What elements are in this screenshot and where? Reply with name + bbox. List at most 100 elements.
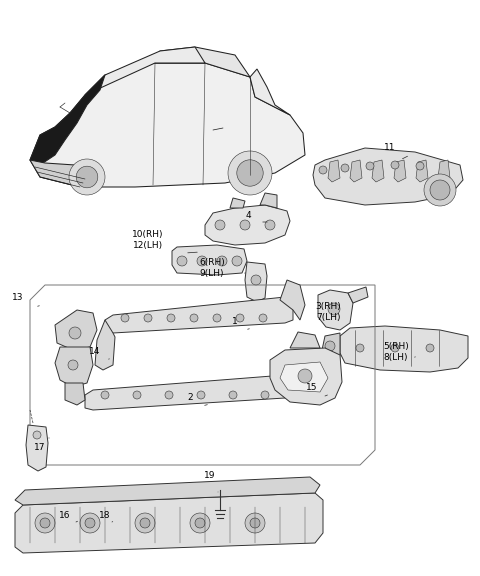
Polygon shape: [65, 383, 85, 405]
Polygon shape: [205, 205, 290, 245]
Circle shape: [328, 303, 340, 315]
Circle shape: [144, 314, 152, 322]
Circle shape: [391, 161, 399, 169]
Polygon shape: [270, 348, 342, 405]
Circle shape: [236, 314, 244, 322]
Polygon shape: [30, 160, 90, 187]
Circle shape: [101, 391, 109, 399]
Circle shape: [366, 162, 374, 170]
Circle shape: [319, 166, 327, 174]
Polygon shape: [230, 198, 245, 208]
Text: 3(RH)
7(LH): 3(RH) 7(LH): [315, 302, 341, 322]
Polygon shape: [260, 193, 277, 208]
Polygon shape: [105, 297, 293, 333]
Circle shape: [197, 391, 205, 399]
Polygon shape: [30, 75, 105, 165]
Polygon shape: [290, 332, 320, 348]
Text: 2: 2: [187, 393, 193, 403]
Polygon shape: [322, 333, 340, 360]
Circle shape: [195, 518, 205, 528]
Text: 5(RH)
8(LH): 5(RH) 8(LH): [383, 342, 409, 362]
Circle shape: [240, 220, 250, 230]
Text: 19: 19: [204, 472, 216, 480]
Circle shape: [245, 513, 265, 533]
Text: 15: 15: [306, 384, 318, 392]
Circle shape: [251, 275, 261, 285]
Text: 4: 4: [245, 211, 251, 221]
Text: 18: 18: [99, 510, 111, 520]
Circle shape: [250, 518, 260, 528]
Polygon shape: [85, 47, 205, 95]
Text: 6(RH)
9(LH): 6(RH) 9(LH): [199, 258, 225, 278]
Circle shape: [69, 159, 105, 195]
Circle shape: [325, 341, 335, 351]
Circle shape: [135, 513, 155, 533]
Polygon shape: [15, 493, 323, 553]
Circle shape: [261, 391, 269, 399]
Polygon shape: [285, 368, 317, 402]
Circle shape: [391, 344, 399, 352]
Circle shape: [265, 220, 275, 230]
Circle shape: [426, 344, 434, 352]
Circle shape: [121, 314, 129, 322]
Polygon shape: [350, 160, 362, 182]
Circle shape: [217, 256, 227, 266]
Circle shape: [228, 151, 272, 195]
Polygon shape: [172, 245, 247, 275]
Polygon shape: [328, 160, 340, 182]
Text: 10(RH)
12(LH): 10(RH) 12(LH): [132, 230, 164, 250]
Circle shape: [237, 160, 263, 186]
Polygon shape: [280, 362, 328, 392]
Polygon shape: [438, 160, 450, 182]
Polygon shape: [55, 310, 97, 350]
Polygon shape: [30, 63, 305, 187]
Polygon shape: [155, 47, 250, 77]
Polygon shape: [55, 347, 93, 387]
Circle shape: [341, 164, 349, 172]
Circle shape: [213, 314, 221, 322]
Circle shape: [416, 162, 424, 170]
Circle shape: [232, 256, 242, 266]
Circle shape: [35, 513, 55, 533]
Circle shape: [197, 256, 207, 266]
Polygon shape: [416, 160, 428, 182]
Circle shape: [190, 513, 210, 533]
Circle shape: [259, 314, 267, 322]
Circle shape: [69, 327, 81, 339]
Text: 14: 14: [89, 347, 101, 357]
Circle shape: [215, 220, 225, 230]
Polygon shape: [95, 320, 115, 370]
Circle shape: [68, 360, 78, 370]
Polygon shape: [394, 160, 406, 182]
Polygon shape: [340, 326, 468, 372]
Circle shape: [140, 518, 150, 528]
Circle shape: [80, 513, 100, 533]
Circle shape: [190, 314, 198, 322]
Circle shape: [40, 518, 50, 528]
Polygon shape: [26, 425, 48, 471]
Circle shape: [424, 174, 456, 206]
Text: 16: 16: [59, 510, 71, 520]
Circle shape: [33, 431, 41, 439]
Text: 13: 13: [12, 294, 24, 302]
Circle shape: [85, 518, 95, 528]
Polygon shape: [318, 290, 353, 330]
Text: 11: 11: [384, 143, 396, 153]
Polygon shape: [372, 160, 384, 182]
Polygon shape: [85, 375, 295, 410]
Polygon shape: [348, 287, 368, 303]
Circle shape: [298, 369, 312, 383]
Text: 17: 17: [34, 444, 46, 453]
Circle shape: [167, 314, 175, 322]
Text: 1: 1: [232, 317, 238, 327]
Circle shape: [76, 166, 98, 188]
Circle shape: [165, 391, 173, 399]
Polygon shape: [250, 69, 290, 115]
Polygon shape: [280, 280, 305, 320]
Circle shape: [177, 256, 187, 266]
Circle shape: [430, 180, 450, 200]
Circle shape: [229, 391, 237, 399]
Polygon shape: [313, 148, 463, 205]
Circle shape: [133, 391, 141, 399]
Circle shape: [356, 344, 364, 352]
